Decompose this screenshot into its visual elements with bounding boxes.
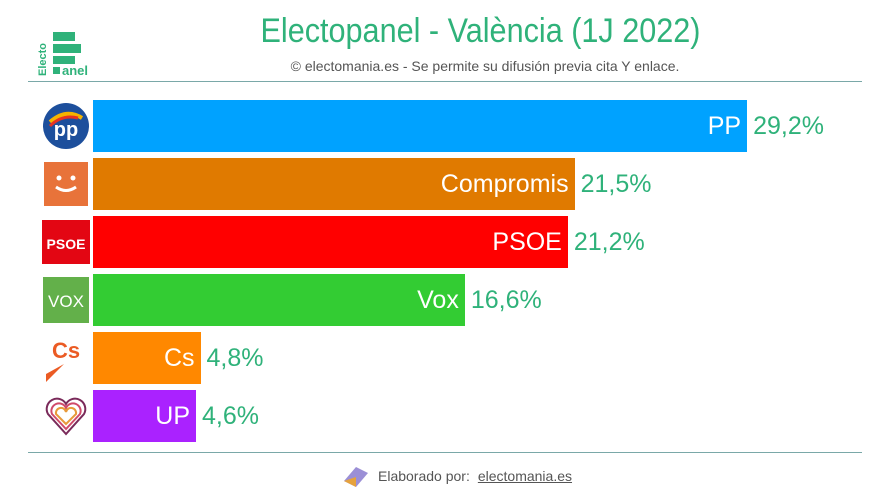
value-label: 21,5% xyxy=(580,169,652,198)
divider-top xyxy=(28,81,862,82)
chart-subtitle: © electomania.es - Se permite su difusió… xyxy=(290,58,680,74)
electopanel-logo: Electo anel xyxy=(34,28,94,78)
up-logo-icon xyxy=(42,392,90,440)
svg-text:pp: pp xyxy=(54,119,78,141)
bar-label: UP xyxy=(155,401,191,430)
svg-text:Electo: Electo xyxy=(37,43,49,76)
bar-vox: Vox xyxy=(93,274,465,326)
pp-logo-icon: pp xyxy=(42,102,90,150)
psoe-logo-icon: PSOE xyxy=(42,218,90,266)
value-label: 21,2% xyxy=(573,227,645,256)
compromis-logo-icon xyxy=(42,160,90,208)
bar-label: Cs xyxy=(163,343,195,372)
svg-text:Cs: Cs xyxy=(52,338,80,363)
divider-bottom xyxy=(28,452,862,453)
svg-text:anel: anel xyxy=(62,63,88,78)
bar-cs: Cs xyxy=(93,332,201,384)
vox-logo-icon: VOX xyxy=(42,276,90,324)
footer: Elaborado por: electomania.es xyxy=(340,463,572,489)
bar-compromis: Compromis xyxy=(93,158,575,210)
chart-title: Electopanel - València (1J 2022) xyxy=(260,12,701,50)
svg-text:VOX: VOX xyxy=(48,292,84,311)
value-label: 16,6% xyxy=(470,285,542,314)
bar-label: PSOE xyxy=(492,227,562,256)
bar-up: UP xyxy=(93,390,197,442)
bar-label: PP xyxy=(707,111,742,140)
value-label: 4,8% xyxy=(206,343,264,372)
bar-pp: PP xyxy=(93,100,748,152)
value-label: 4,6% xyxy=(202,401,260,430)
electomania-logo-icon xyxy=(344,467,368,487)
footer-label: Elaborado por: xyxy=(378,468,470,484)
footer-link[interactable]: electomania.es xyxy=(477,468,573,484)
bar-psoe: PSOE xyxy=(93,216,568,268)
bar-label: Vox xyxy=(417,285,459,314)
svg-text:PSOE: PSOE xyxy=(47,236,86,252)
cs-logo-icon: Cs xyxy=(42,334,90,382)
value-label: 29,2% xyxy=(753,111,824,140)
bar-label: Compromis xyxy=(440,169,569,198)
